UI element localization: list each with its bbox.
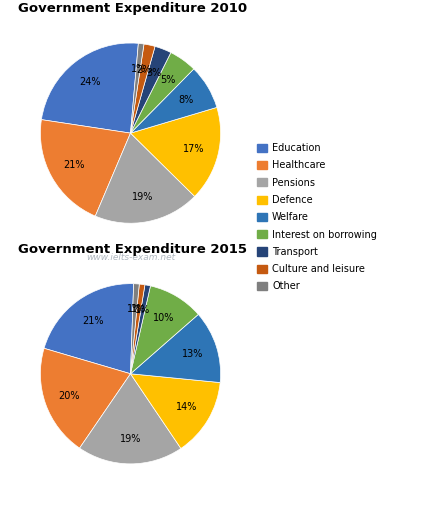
Wedge shape <box>131 286 198 374</box>
Wedge shape <box>44 284 133 374</box>
Text: 3%: 3% <box>147 68 162 78</box>
Text: 13%: 13% <box>181 349 203 359</box>
Wedge shape <box>95 133 195 223</box>
Wedge shape <box>131 69 217 133</box>
Text: 17%: 17% <box>183 144 204 154</box>
Wedge shape <box>41 43 139 133</box>
Text: 2%: 2% <box>136 65 152 75</box>
Wedge shape <box>131 284 145 374</box>
Text: Government Expenditure 2010: Government Expenditure 2010 <box>18 2 247 15</box>
Text: 19%: 19% <box>133 192 154 202</box>
Wedge shape <box>131 374 220 449</box>
Text: 10%: 10% <box>153 313 174 323</box>
Wedge shape <box>40 348 131 448</box>
Wedge shape <box>131 285 150 374</box>
Text: 19%: 19% <box>120 434 141 443</box>
Text: 5%: 5% <box>160 75 176 86</box>
Text: 1%: 1% <box>135 305 151 315</box>
Text: Government Expenditure 2015: Government Expenditure 2015 <box>18 243 247 256</box>
Wedge shape <box>131 44 144 133</box>
Text: 14%: 14% <box>176 402 197 412</box>
Text: 21%: 21% <box>63 160 85 170</box>
Wedge shape <box>131 44 155 133</box>
Text: 1%: 1% <box>131 63 146 74</box>
Wedge shape <box>40 120 131 216</box>
Legend: Education, Healthcare, Pensions, Defence, Welfare, Interest on borrowing, Transp: Education, Healthcare, Pensions, Defence… <box>258 143 377 291</box>
Text: 1%: 1% <box>131 305 147 314</box>
Text: 20%: 20% <box>59 391 80 400</box>
Wedge shape <box>131 314 221 382</box>
Text: 8%: 8% <box>179 95 194 105</box>
Wedge shape <box>131 47 171 133</box>
Text: 1%: 1% <box>127 304 142 314</box>
Text: 21%: 21% <box>82 316 103 326</box>
Text: 24%: 24% <box>80 77 101 87</box>
Wedge shape <box>80 374 181 464</box>
Wedge shape <box>131 108 221 197</box>
Text: www.ielts-exam.net: www.ielts-exam.net <box>86 252 175 262</box>
Wedge shape <box>131 284 139 374</box>
Wedge shape <box>131 53 194 133</box>
